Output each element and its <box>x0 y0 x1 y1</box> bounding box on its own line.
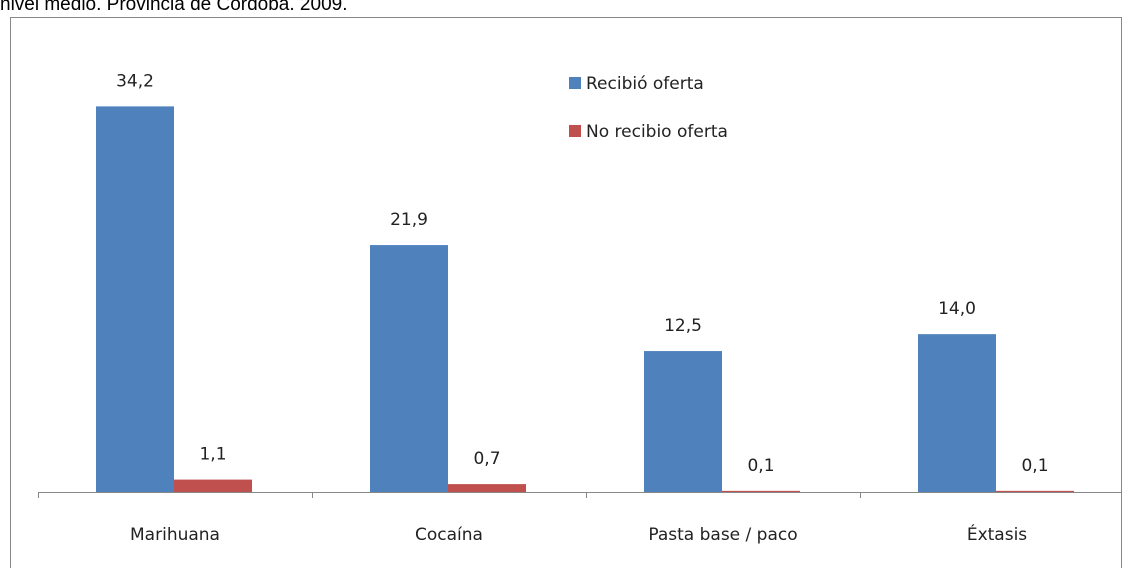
chart-title: nivel medio. Provincia de Córdoba. 2009. <box>0 0 347 15</box>
bar <box>174 479 252 492</box>
bar <box>370 245 448 492</box>
x-tick-label: Éxtasis <box>967 523 1027 545</box>
bar <box>918 334 996 492</box>
x-tick-label: Pasta base / paco <box>648 525 797 545</box>
data-label: 1,1 <box>199 445 226 465</box>
bar <box>448 484 526 492</box>
data-label: 34,2 <box>116 71 154 91</box>
legend-label: Recibió oferta <box>586 74 704 94</box>
data-label: 14,0 <box>938 299 976 319</box>
x-tick-label: Cocaína <box>415 525 483 545</box>
bar <box>644 351 722 492</box>
data-label: 0,7 <box>473 449 500 469</box>
legend-label: No recibio oferta <box>586 122 728 142</box>
legend-swatch <box>569 77 581 89</box>
bar <box>722 490 800 492</box>
data-label: 0,1 <box>747 456 774 476</box>
data-label: 21,9 <box>390 210 428 230</box>
bar <box>96 106 174 493</box>
legend-swatch <box>569 125 581 137</box>
bar <box>996 490 1074 492</box>
data-label: 0,1 <box>1021 456 1048 476</box>
x-tick-label: Marihuana <box>130 525 220 545</box>
data-label: 12,5 <box>664 316 702 336</box>
